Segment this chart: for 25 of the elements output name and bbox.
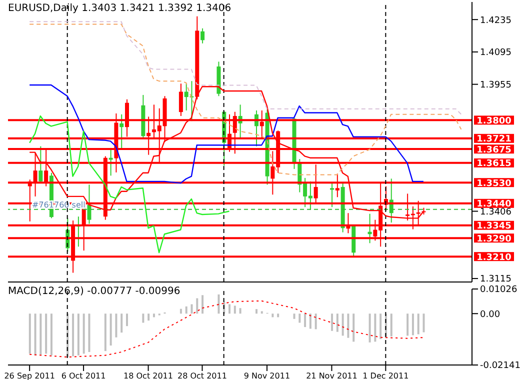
ref-line-label: 1.3800: [476, 116, 512, 126]
ref-line-label: 1.3721: [476, 134, 512, 145]
x-tick-label: 21 Nov 2011: [306, 372, 358, 380]
ref-line-label: 1.3345: [476, 222, 512, 232]
ref-line-label: 1.3290: [476, 234, 512, 244]
y-tick-label: -0.02141: [480, 361, 520, 372]
y-tick-label: 0.01026: [480, 285, 518, 296]
x-tick-label: 26 Sep 2011: [4, 372, 55, 380]
x-tick-label: 6 Oct 2011: [61, 372, 106, 380]
y-tick-label: 1.3955: [480, 80, 512, 91]
y-tick-label: 1.4095: [480, 48, 512, 58]
chart-title: EURUSD,Daily 1.3403 1.3421 1.3392 1.3406: [8, 3, 232, 14]
x-tick-label: 18 Oct 2011: [124, 372, 174, 380]
x-tick-label: 1 Dec 2011: [362, 372, 409, 380]
y-tick-label: 0.00: [480, 310, 500, 320]
ref-line-label: 1.3210: [476, 252, 512, 263]
y-tick-label: 1.3406: [480, 207, 512, 218]
ref-line-label: 1.3615: [476, 159, 512, 170]
ref-line-label: 1.3675: [476, 145, 512, 156]
ref-line-label: 1.3530: [476, 178, 512, 189]
x-tick-label: 9 Nov 2011: [244, 372, 290, 380]
y-tick-label: 1.4235: [480, 16, 512, 26]
x-tick-label: 28 Oct 2011: [178, 372, 227, 380]
y-tick-label: 1.3115: [480, 274, 512, 285]
chart-title: MACD(12,26,9) -0.00777 -0.00996: [8, 286, 180, 297]
